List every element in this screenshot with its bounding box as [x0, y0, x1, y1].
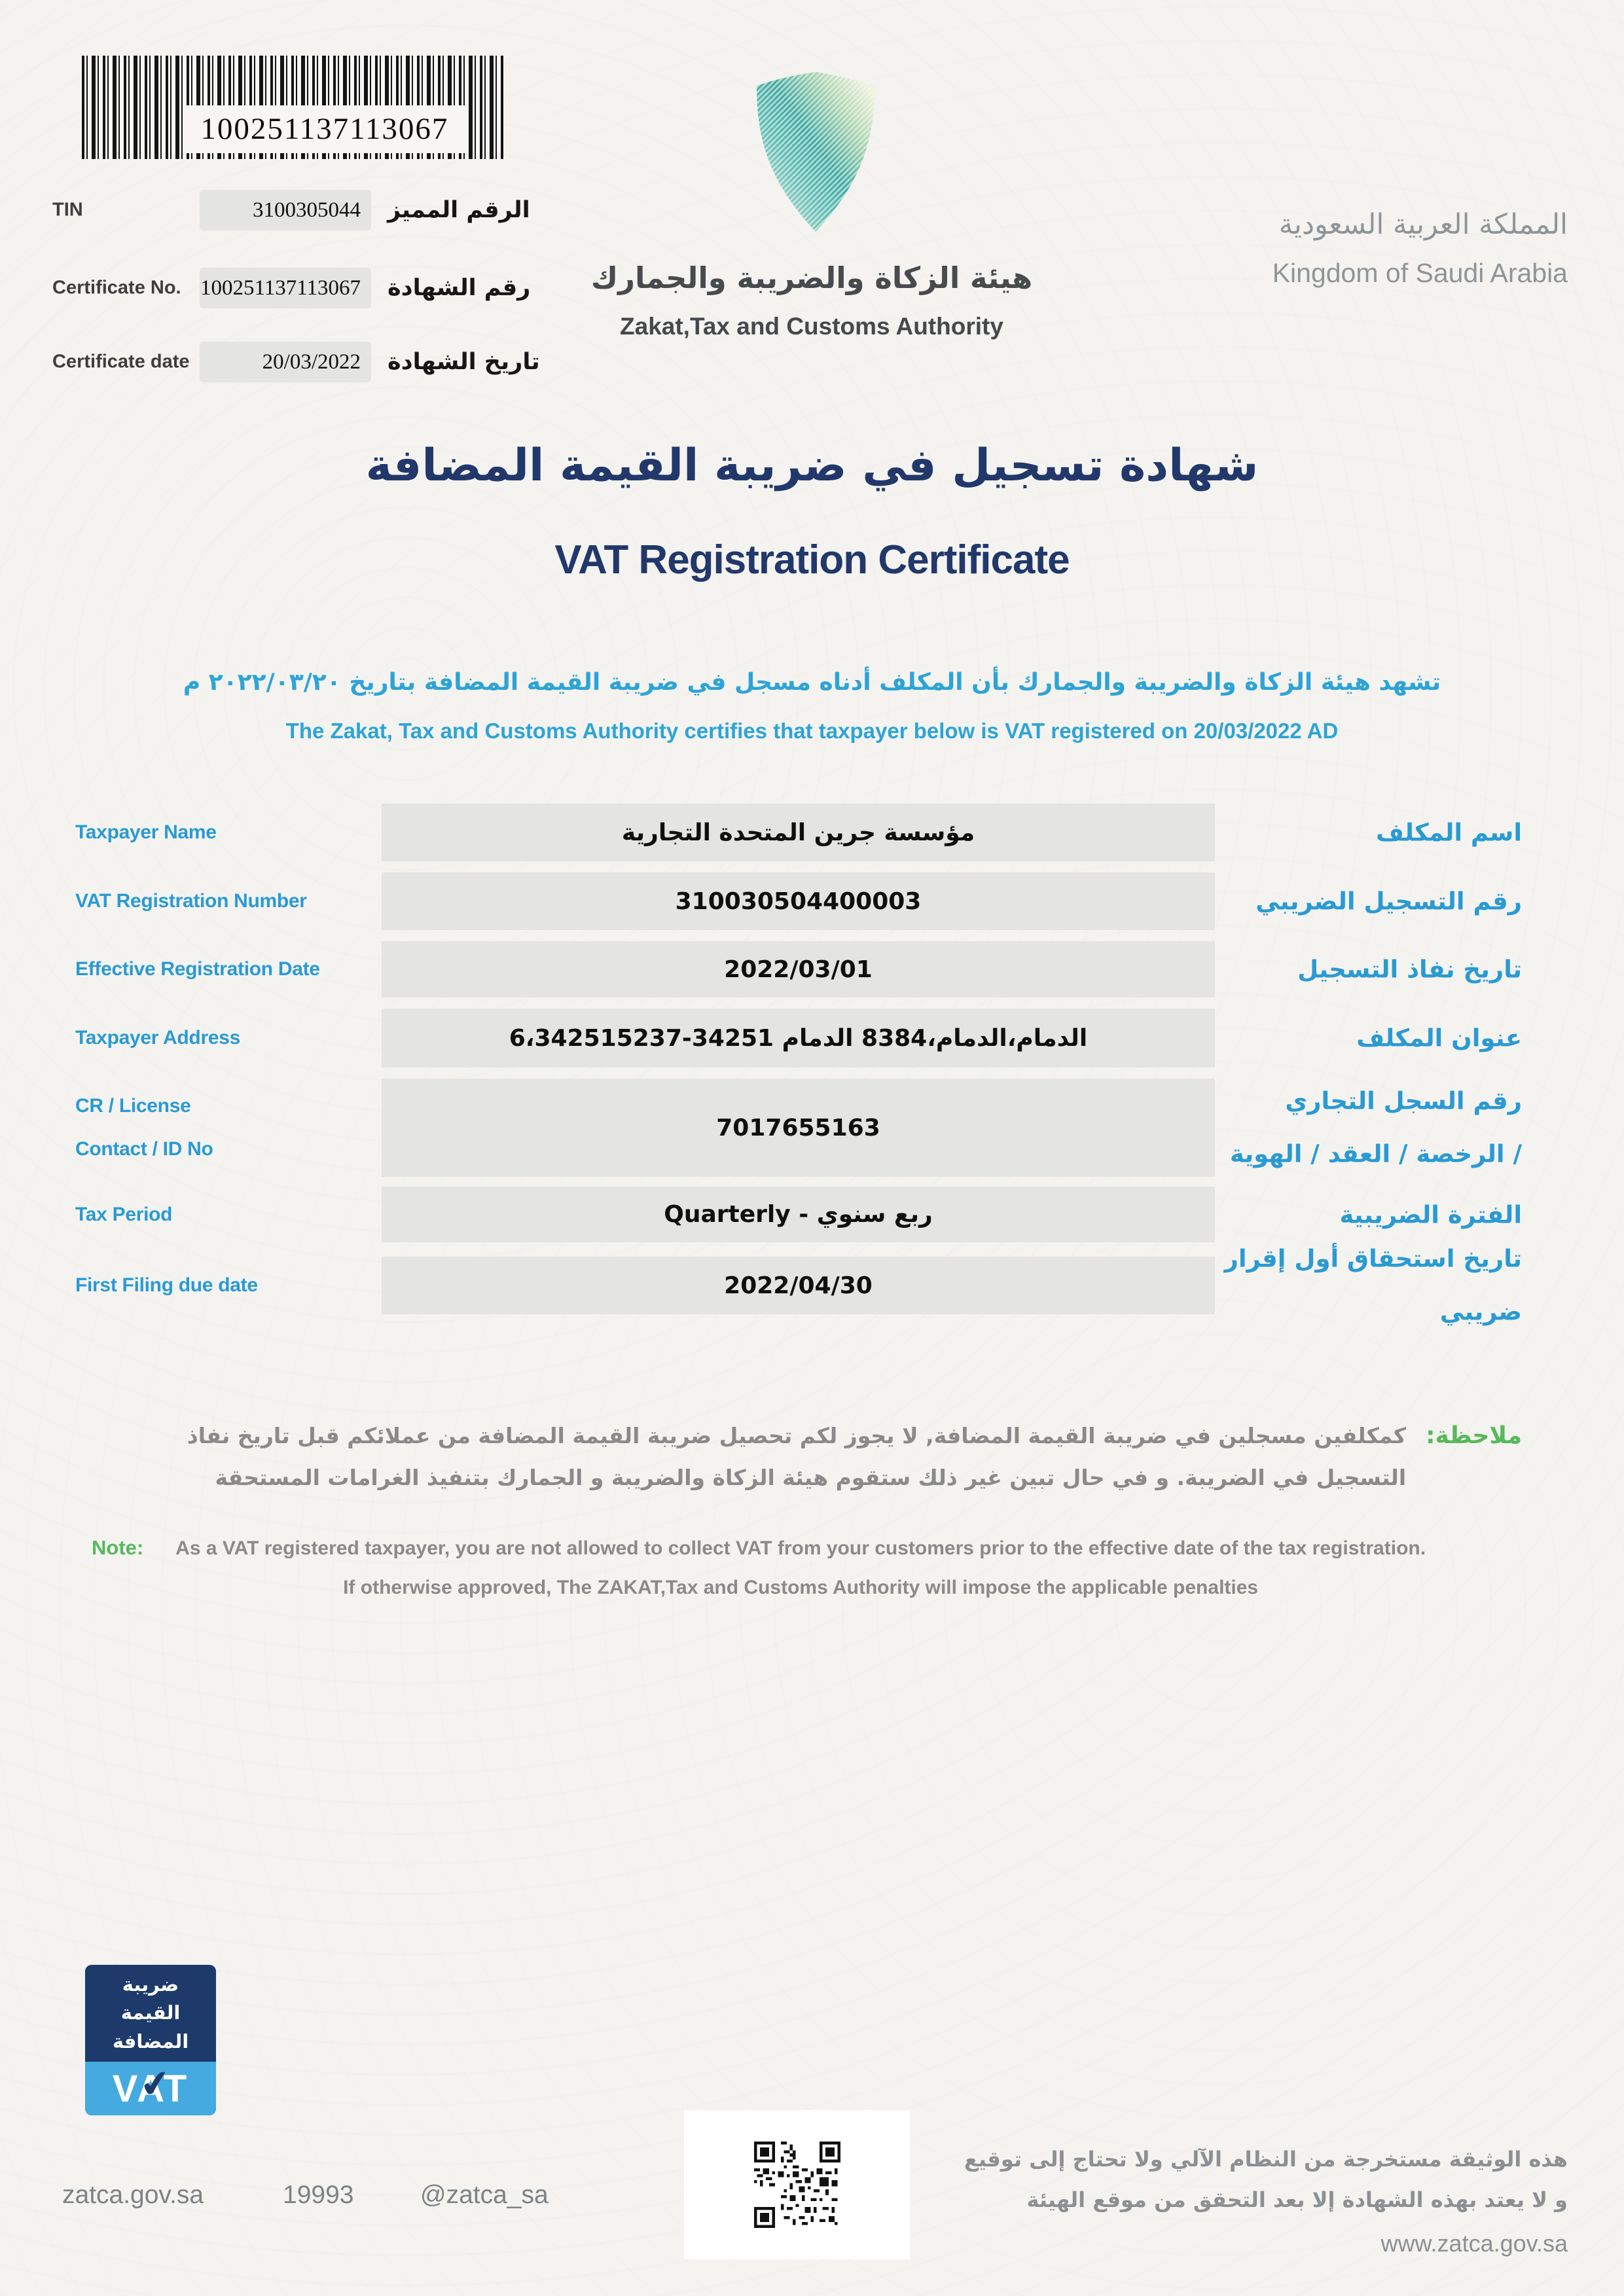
effective-date-label-en: Effective Registration Date	[75, 958, 320, 980]
effective-date-value: 2022/03/01	[724, 956, 873, 983]
tax-period-value-box: ربع سنوي - Quarterly	[382, 1187, 1215, 1242]
footer-website: zatca.gov.sa	[62, 2181, 204, 2209]
taxpayer-name-label-ar: اسم المكلف	[1375, 818, 1522, 847]
cr-license-value-box: 7017655163	[382, 1079, 1215, 1177]
vat-logo-arabic-text: ضريبة القيمة المضافة	[112, 1973, 189, 2053]
note-text-arabic: كمكلفين مسجلين في ضريبة القيمة المضافة, …	[187, 1423, 1407, 1491]
field-row-cr-license: CR / License Contact / ID No 7017655163 …	[0, 1079, 1624, 1177]
vat-number-label-en: VAT Registration Number	[75, 890, 307, 912]
field-row-effective-date: Effective Registration Date 2022/03/01 ت…	[0, 941, 1624, 997]
tax-period-label-ar: الفترة الضريبية	[1339, 1200, 1522, 1229]
cr-license-value: 7017655163	[716, 1114, 880, 1141]
field-row-first-filing-date: First Filing due date 2022/04/30 تاريخ ا…	[0, 1245, 1624, 1326]
meta-row-certificate-no: Certificate No. 100251137113067 رقم الشه…	[0, 268, 1624, 308]
field-row-taxpayer-name: Taxpayer Name مؤسسة جرين المتحدة التجاري…	[0, 804, 1624, 861]
note-text-english: As a VAT registered taxpayer, you are no…	[175, 1537, 1426, 1598]
certificate-date-label-en: Certificate date	[52, 351, 190, 372]
authority-name-arabic: هيئة الزكاة والضريبة والجمارك	[590, 260, 1033, 295]
note-label-arabic: ملاحظة:	[1426, 1422, 1522, 1449]
meta-row-certificate-date: Certificate date 20/03/2022 تاريخ الشهاد…	[0, 342, 1624, 382]
tax-period-label-en: Tax Period	[75, 1203, 173, 1225]
first-filing-date-value: 2022/04/30	[724, 1272, 873, 1299]
tax-period-value: ربع سنوي - Quarterly	[664, 1201, 933, 1228]
certificate-date-label-ar: تاريخ الشهادة	[388, 349, 540, 375]
field-row-taxpayer-address: Taxpayer Address الدمام،الدمام،8384 الدم…	[0, 1009, 1624, 1067]
vat-logo-latin-panel: VAT ✔	[85, 2061, 216, 2115]
meta-row-tin: TIN 3100305044 الرقم المميز	[0, 190, 1624, 230]
vat-number-value: 310030504400003	[675, 888, 922, 915]
note-english: Note: As a VAT registered taxpayer, you …	[92, 1529, 1428, 1607]
disclaimer-line-2: و لا يعتد بهذه الشهادة إلا بعد التحقق من…	[1026, 2187, 1568, 2213]
footer-phone: 19993	[283, 2181, 354, 2209]
certificate-no-value-box: 100251137113067	[200, 268, 371, 308]
certificate-date-value: 20/03/2022	[262, 350, 361, 374]
footer-social-handle: @zatca_sa	[420, 2181, 549, 2209]
certificate-title-english: VAT Registration Certificate	[554, 537, 1070, 583]
vat-number-value-box: 310030504400003	[382, 872, 1215, 930]
certification-statement-english: The Zakat, Tax and Customs Authority cer…	[285, 719, 1339, 743]
certificate-title-arabic: شهادة تسجيل في ضريبة القيمة المضافة	[365, 440, 1259, 492]
footer-disclaimer: هذه الوثيقة مستخرجة من النظام الآلي ولا …	[964, 2139, 1568, 2267]
field-row-tax-period: Tax Period ربع سنوي - Quarterly الفترة ا…	[0, 1187, 1624, 1242]
effective-date-label-ar: تاريخ نفاذ التسجيل	[1297, 955, 1522, 984]
taxpayer-address-value: الدمام،الدمام،8384 الدمام 34251-6،342515…	[509, 1024, 1088, 1052]
cr-license-label-ar: رقم السجل التجاري / الرخصة / العقد / اله…	[1229, 1086, 1522, 1168]
tin-value: 3100305044	[253, 198, 361, 222]
taxpayer-address-label-en: Taxpayer Address	[75, 1027, 240, 1049]
tin-value-box: 3100305044	[200, 190, 371, 230]
field-row-vat-number: VAT Registration Number 310030504400003 …	[0, 872, 1624, 930]
certification-statement-arabic: تشهد هيئة الزكاة والضريبة والجمارك بأن ا…	[183, 669, 1441, 696]
certificate-no-label-en: Certificate No.	[52, 277, 181, 298]
taxpayer-name-value-box: مؤسسة جرين المتحدة التجارية	[382, 804, 1215, 861]
disclaimer-line-1: هذه الوثيقة مستخرجة من النظام الآلي ولا …	[964, 2147, 1568, 2172]
taxpayer-address-value-box: الدمام،الدمام،8384 الدمام 34251-6،342515…	[382, 1009, 1215, 1067]
cr-license-label-en: CR / License Contact / ID No	[75, 1095, 213, 1160]
note-arabic: ملاحظة: كمكلفين مسجلين في ضريبة القيمة ا…	[157, 1415, 1522, 1499]
first-filing-date-value-box: 2022/04/30	[382, 1257, 1215, 1314]
country-name-english: Kingdom of Saudi Arabia	[1272, 258, 1568, 288]
vat-logo-arabic-panel: ضريبة القيمة المضافة	[85, 1965, 216, 2062]
barcode-number: 100251137113067	[183, 105, 466, 153]
vat-number-label-ar: رقم التسجيل الضريبي	[1255, 887, 1522, 916]
authority-name-english: Zakat,Tax and Customs Authority	[620, 313, 1003, 340]
disclaimer-website-url: www.zatca.gov.sa	[1380, 2229, 1568, 2257]
taxpayer-name-value: مؤسسة جرين المتحدة التجارية	[621, 819, 975, 846]
barcode-icon: 100251137113067	[82, 56, 504, 159]
first-filing-date-label-ar: تاريخ استحقاق أول إقرار ضريبي	[1224, 1244, 1522, 1326]
qr-code-panel	[684, 2110, 910, 2259]
note-label-english: Note:	[92, 1536, 144, 1559]
certificate-no-value: 100251137113067	[200, 276, 361, 300]
tin-label-en: TIN	[52, 199, 83, 221]
first-filing-date-label-en: First Filing due date	[75, 1274, 258, 1296]
tin-label-ar: الرقم المميز	[388, 197, 530, 223]
country-name-arabic: المملكة العربية السعودية	[1278, 208, 1568, 241]
qr-code-icon	[753, 2142, 840, 2228]
certificate-no-label-ar: رقم الشهادة	[388, 275, 531, 301]
effective-date-value-box: 2022/03/01	[382, 941, 1215, 997]
certificate-date-value-box: 20/03/2022	[200, 342, 371, 382]
check-mark-icon: ✔	[137, 2061, 174, 2108]
taxpayer-name-label-en: Taxpayer Name	[75, 821, 217, 843]
zatca-shield-logo-icon	[757, 71, 875, 232]
vat-logo-latin-text: VAT	[112, 2067, 189, 2110]
vat-logo: ضريبة القيمة المضافة VAT ✔	[85, 1965, 216, 2115]
taxpayer-address-label-ar: عنوان المكلف	[1356, 1024, 1522, 1052]
